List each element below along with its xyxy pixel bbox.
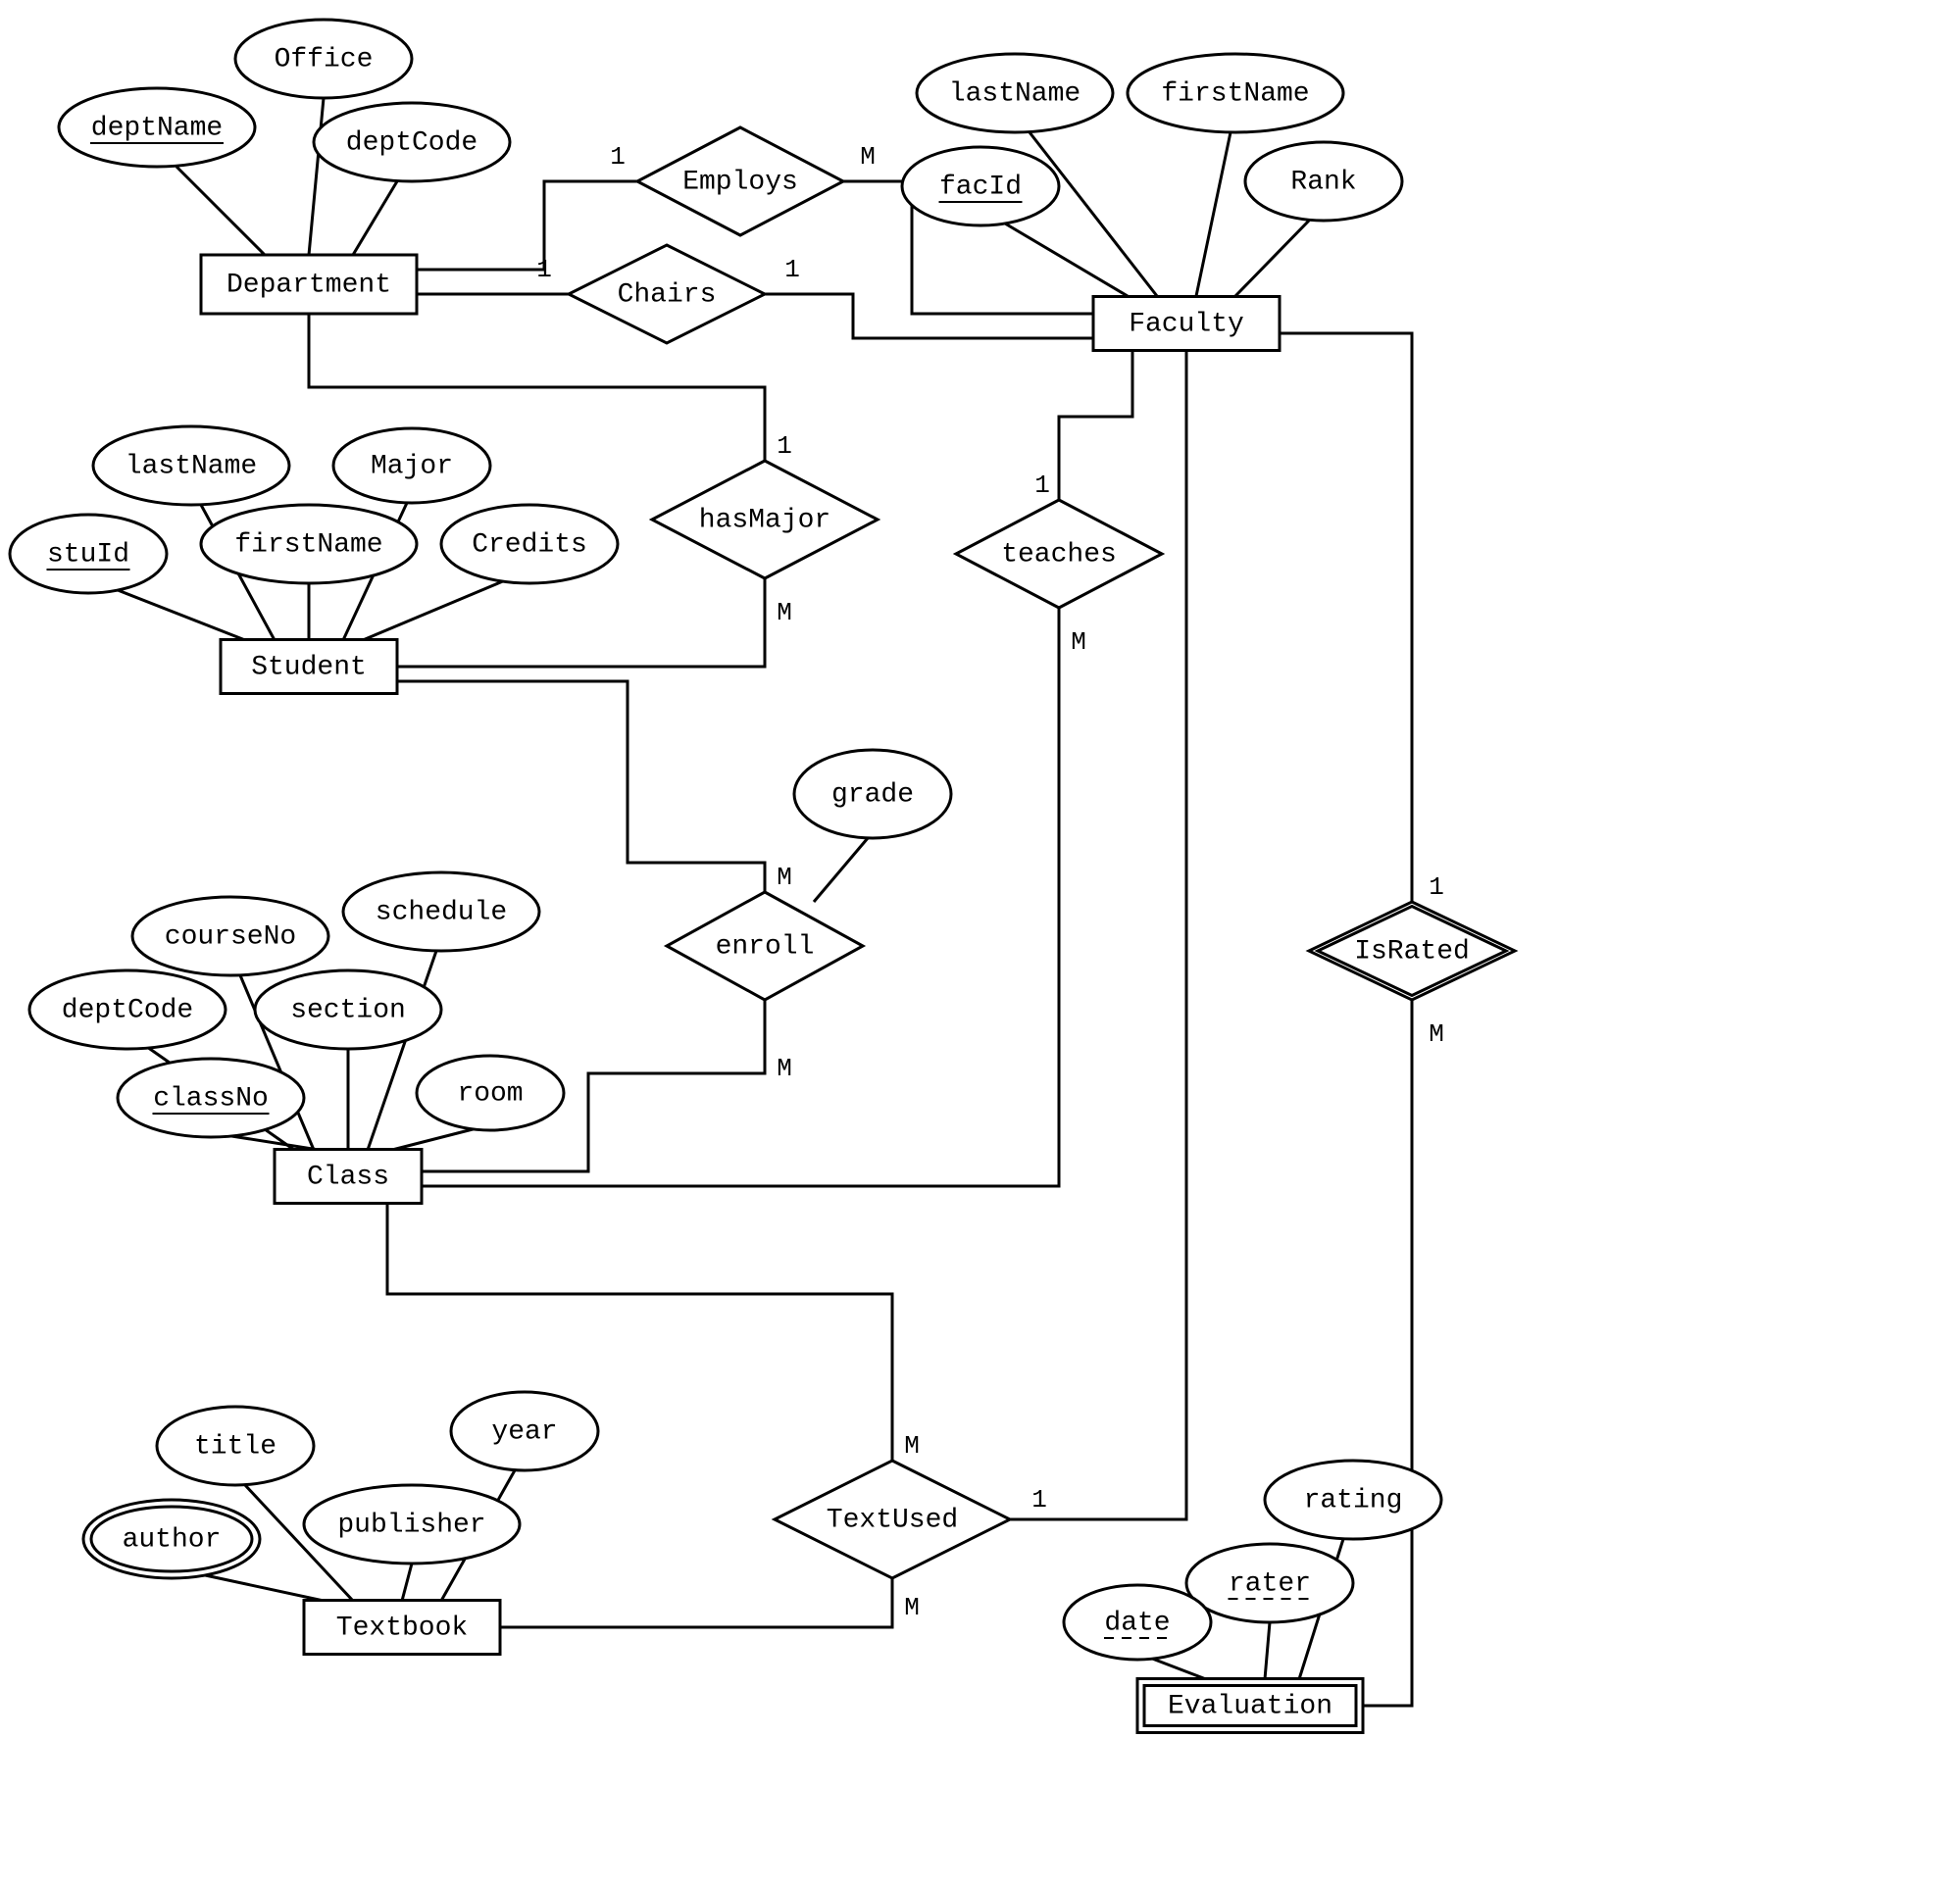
cardinality-label: M [777,598,792,627]
cardinality-label: 1 [1034,471,1050,500]
relationship-label: Chairs [618,279,717,310]
cardinality-label: M [777,863,792,892]
entity-label: Class [307,1162,389,1192]
attribute-label: title [194,1431,276,1462]
cardinality-label: M [1071,627,1086,657]
relationship-label: hasMajor [699,505,830,535]
cardinality-label: 1 [777,431,792,461]
attribute-label: classNo [153,1083,269,1114]
relationship-label: TextUsed [827,1505,958,1535]
entity-label: Student [251,652,367,682]
attribute-label: section [290,995,406,1025]
relationship-label: Employs [682,167,798,197]
attribute-label: facId [939,172,1022,202]
cardinality-label: 1 [1031,1485,1047,1515]
cardinality-label: M [1429,1019,1444,1049]
attribute-label: lastName [126,451,257,481]
attribute-label: room [457,1078,523,1109]
relationship-label: enroll [716,931,815,962]
entity-label: Faculty [1129,309,1244,339]
attribute-label: deptName [91,113,223,143]
relationship-label: IsRated [1354,936,1470,967]
cardinality-label: 1 [784,255,800,284]
attribute-label: deptCode [62,995,193,1025]
attribute-label: Office [275,44,374,74]
entity-label: Textbook [336,1613,468,1643]
cardinality-label: M [904,1431,920,1461]
cardinality-label: 1 [610,142,626,172]
attribute-label: firstName [234,529,382,560]
attribute-label: schedule [376,897,507,927]
entity-label: Department [226,270,391,300]
attribute-label: grade [831,779,914,810]
attribute-label: publisher [337,1510,485,1540]
entity-label: Evaluation [1168,1691,1332,1721]
er-diagram: 1 M 1 1 1 M 1 M M M M M 1 1 M Department Faculty Student C… [0,0,1960,1887]
attribute-label: date [1104,1608,1170,1638]
attribute-label: Rank [1290,167,1356,197]
relationship-label: teaches [1001,539,1117,570]
attribute-label: stuId [47,539,129,570]
attribute-label: Major [371,451,453,481]
attribute-label: Credits [472,529,587,560]
attribute-label: deptCode [346,127,477,158]
attribute-label: courseNo [165,921,296,952]
attribute-label: rater [1229,1568,1311,1599]
cardinality-label: M [860,142,876,172]
attribute-label: author [123,1524,222,1555]
cardinality-label: M [904,1593,920,1622]
cardinality-label: 1 [536,255,552,284]
attribute-label: firstName [1161,78,1309,109]
attribute-label: year [491,1416,557,1447]
attribute-label: rating [1304,1485,1403,1515]
attribute-label: lastName [949,78,1081,109]
cardinality-label: M [777,1054,792,1083]
cardinality-label: 1 [1429,872,1444,902]
